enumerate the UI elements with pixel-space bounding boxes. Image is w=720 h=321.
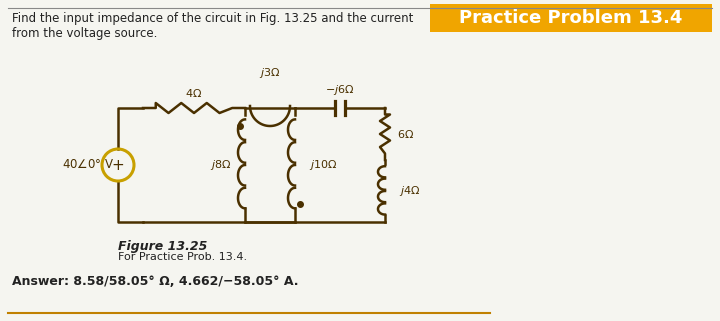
Text: $j4\Omega$: $j4\Omega$: [399, 184, 420, 198]
Text: $j8\Omega$: $j8\Omega$: [210, 158, 231, 172]
Text: Answer: 8.58​/58.05° Ω, 4.662​/−58.05° A.: Answer: 8.58​/58.05° Ω, 4.662​/−58.05° A…: [12, 275, 299, 288]
Text: $j3\Omega$: $j3\Omega$: [259, 66, 281, 80]
Text: $-j6\Omega$: $-j6\Omega$: [325, 83, 355, 97]
Text: +: +: [112, 158, 125, 172]
Text: $j10\Omega$: $j10\Omega$: [309, 158, 338, 172]
FancyBboxPatch shape: [430, 4, 712, 32]
Text: For Practice Prob. 13.4.: For Practice Prob. 13.4.: [118, 252, 247, 262]
Text: Find the input impedance of the circuit in Fig. 13.25 and the current
from the v: Find the input impedance of the circuit …: [12, 12, 413, 40]
Text: Figure 13.25: Figure 13.25: [118, 240, 207, 253]
Text: Practice Problem 13.4: Practice Problem 13.4: [459, 9, 683, 27]
Text: $6\Omega$: $6\Omega$: [397, 128, 414, 140]
Text: $40\angle 0°$ V: $40\angle 0°$ V: [62, 159, 114, 171]
Text: $4\Omega$: $4\Omega$: [186, 87, 202, 99]
